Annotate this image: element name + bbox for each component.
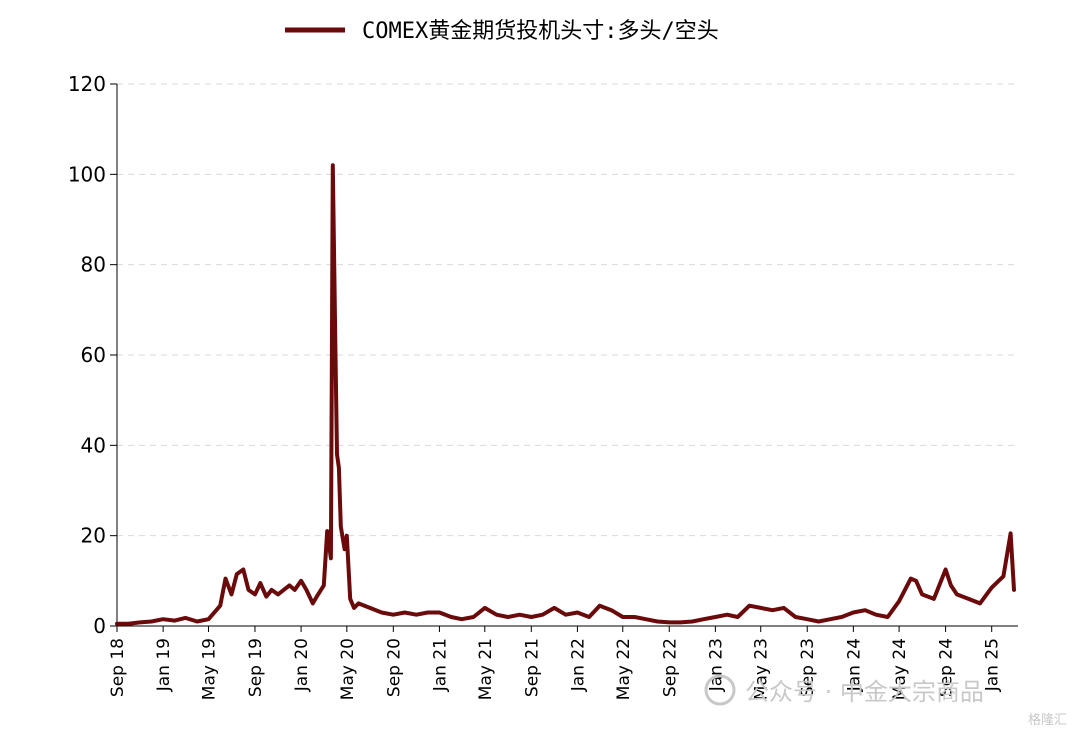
y-tick-label: 0 <box>93 614 106 638</box>
x-tick-label: Jan 25 <box>983 638 1003 692</box>
x-tick-label: Jan 20 <box>292 638 312 692</box>
x-tick-label: Jan 23 <box>706 638 726 692</box>
x-tick-label: May 20 <box>338 638 358 700</box>
x-tick-label: Jan 22 <box>568 638 588 692</box>
y-axis: 0 20 40 60 80 100 120 <box>68 72 118 638</box>
legend-label: COMEX黄金期货投机头寸:多头/空头 <box>362 19 719 44</box>
y-tick-label: 80 <box>81 253 106 277</box>
x-tick-label: Sep 20 <box>384 638 404 697</box>
x-tick-label: Sep 22 <box>660 638 680 697</box>
x-tick-label: Jan 19 <box>154 638 174 692</box>
y-tick-label: 20 <box>81 524 106 548</box>
series-line <box>115 163 1016 626</box>
x-tick-label: Jan 21 <box>430 638 450 692</box>
gridlines <box>117 83 1018 537</box>
x-tick-label: Sep 24 <box>937 638 957 697</box>
y-tick-label: 100 <box>68 162 106 186</box>
watermark: 公众号 · 中金大宗商品 格隆汇 <box>704 674 1067 728</box>
x-tick-label: Jan 24 <box>844 638 864 692</box>
plot-area <box>115 163 1016 626</box>
x-axis: Sep 18 Jan 19 May 19 Sep 19 Jan 20 May 20 Sep … <box>108 625 1018 700</box>
corner-watermark: 格隆汇 <box>1028 712 1067 728</box>
legend: COMEX黄金期货投机头寸:多头/空头 <box>285 19 719 44</box>
x-tick-label: Sep 21 <box>522 638 542 697</box>
x-tick-label: Sep 23 <box>798 638 818 697</box>
watermark-text: 公众号 · 中金大宗商品 <box>745 678 984 706</box>
wechat-logo <box>704 674 736 706</box>
y-tick-label: 60 <box>81 343 106 367</box>
x-tick-label: May 21 <box>476 638 496 700</box>
x-tick-label: May 24 <box>890 638 910 700</box>
x-tick-label: Sep 18 <box>108 638 128 697</box>
x-tick-label: May 23 <box>752 638 772 700</box>
x-tick-label: Sep 19 <box>246 638 266 697</box>
y-tick-label: 120 <box>68 72 106 96</box>
x-tick-label: May 19 <box>199 638 219 700</box>
y-tick-label: 40 <box>81 433 106 457</box>
x-tick-label: May 22 <box>614 638 634 700</box>
